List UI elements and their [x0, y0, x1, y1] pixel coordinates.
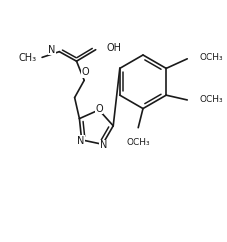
Text: OCH₃: OCH₃	[199, 53, 222, 62]
Text: O: O	[95, 104, 102, 114]
Text: OH: OH	[106, 43, 121, 53]
Text: OCH₃: OCH₃	[126, 138, 149, 147]
Text: OCH₃: OCH₃	[199, 95, 222, 105]
Text: CH₃: CH₃	[18, 53, 36, 63]
Text: N: N	[48, 45, 55, 55]
Text: O: O	[81, 68, 89, 77]
Text: N: N	[77, 136, 84, 146]
Text: N: N	[99, 140, 107, 150]
